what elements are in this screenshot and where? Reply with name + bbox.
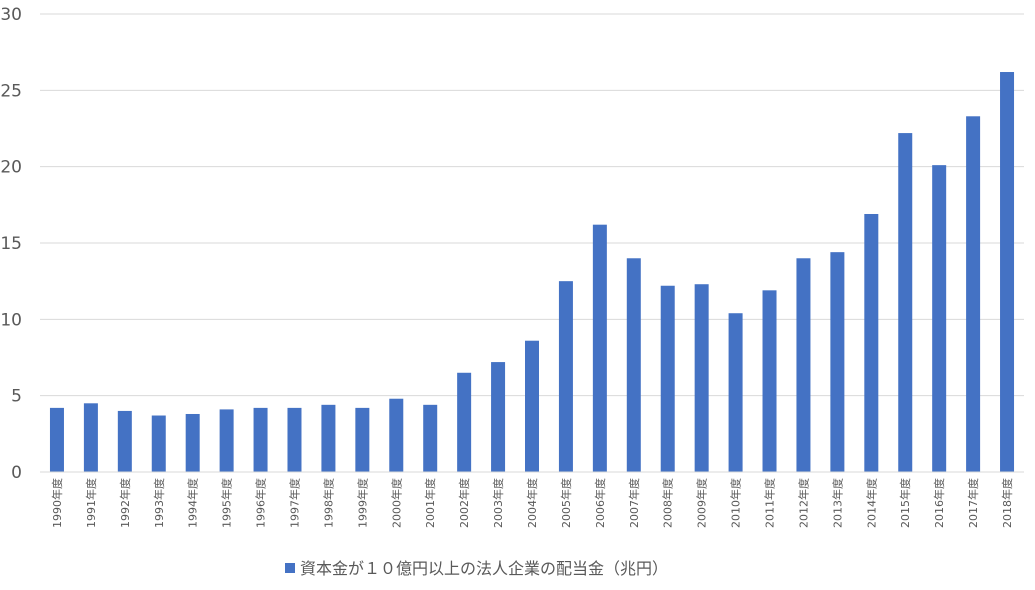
x-tick-label: 2011年度 bbox=[763, 478, 777, 528]
x-tick-label: 2017年度 bbox=[966, 478, 980, 528]
y-tick-label: 25 bbox=[0, 81, 22, 101]
bar bbox=[389, 398, 404, 472]
x-tick-label: 2008年度 bbox=[661, 478, 675, 528]
bar bbox=[423, 404, 438, 472]
x-tick-label: 2006年度 bbox=[593, 478, 607, 528]
y-tick-label: 20 bbox=[0, 158, 22, 178]
x-tick-label: 2018年度 bbox=[1000, 478, 1014, 528]
x-tick-label: 2004年度 bbox=[525, 478, 539, 528]
bar bbox=[796, 258, 811, 472]
x-tick-label: 2000年度 bbox=[389, 478, 403, 528]
bar bbox=[728, 313, 743, 472]
legend: 資本金が１０億円以上の法人企業の配当金（兆円） bbox=[285, 559, 668, 578]
bars bbox=[49, 72, 1015, 472]
x-tick-label: 2009年度 bbox=[695, 478, 709, 528]
bar bbox=[185, 413, 200, 472]
bar bbox=[117, 410, 132, 472]
x-tick-label: 2015年度 bbox=[898, 478, 912, 528]
bar bbox=[287, 407, 302, 472]
x-tick-label: 2005年度 bbox=[559, 478, 573, 528]
bar bbox=[592, 224, 607, 472]
x-tick-label: 2014年度 bbox=[864, 478, 878, 528]
x-axis: 1990年度 1991年度 1992年度 1993年度 1994年度 1995年度 1996… bbox=[50, 478, 1014, 528]
x-tick-label: 1994年度 bbox=[186, 478, 200, 528]
x-tick-label: 1991年度 bbox=[84, 478, 98, 528]
bar bbox=[151, 415, 166, 472]
bar bbox=[219, 409, 234, 472]
bar bbox=[932, 165, 947, 472]
y-tick-label: 0 bbox=[11, 463, 22, 483]
bar bbox=[966, 116, 981, 472]
bar bbox=[864, 213, 879, 472]
bar bbox=[355, 407, 370, 472]
x-tick-label: 2012年度 bbox=[796, 478, 810, 528]
bar bbox=[253, 407, 268, 472]
x-tick-label: 1990年度 bbox=[50, 478, 64, 528]
gridlines bbox=[40, 13, 1024, 397]
x-tick-label: 2016年度 bbox=[932, 478, 946, 528]
bar bbox=[1000, 72, 1015, 472]
bar bbox=[321, 404, 336, 472]
bar bbox=[762, 290, 777, 472]
bar bbox=[491, 362, 506, 472]
bar bbox=[830, 252, 845, 472]
bar bbox=[694, 284, 709, 472]
bar bbox=[525, 340, 539, 472]
x-tick-label: 2001年度 bbox=[423, 478, 437, 528]
y-tick-label: 5 bbox=[11, 387, 22, 407]
bar bbox=[626, 258, 641, 472]
bar bbox=[558, 281, 573, 472]
bar bbox=[457, 372, 472, 472]
x-tick-label: 2007年度 bbox=[627, 478, 641, 528]
x-tick-label: 1999年度 bbox=[355, 478, 369, 528]
bar bbox=[898, 133, 913, 472]
bar bbox=[83, 403, 98, 472]
y-tick-label: 15 bbox=[0, 234, 22, 254]
y-tick-label: 10 bbox=[0, 310, 22, 330]
x-tick-label: 2003年度 bbox=[491, 478, 505, 528]
x-tick-label: 1993年度 bbox=[152, 478, 166, 528]
y-axis: 0 5 10 15 20 25 30 bbox=[0, 5, 22, 483]
x-tick-label: 1995年度 bbox=[220, 478, 234, 528]
legend-swatch bbox=[285, 563, 295, 573]
x-tick-label: 2010年度 bbox=[729, 478, 743, 528]
x-tick-label: 2013年度 bbox=[830, 478, 844, 528]
bar bbox=[49, 407, 64, 472]
x-tick-label: 1997年度 bbox=[287, 478, 301, 528]
x-tick-label: 2002年度 bbox=[457, 478, 471, 528]
y-tick-label: 30 bbox=[0, 5, 22, 25]
bar bbox=[660, 285, 675, 472]
legend-label: 資本金が１０億円以上の法人企業の配当金（兆円） bbox=[300, 559, 668, 578]
x-tick-label: 1998年度 bbox=[321, 478, 335, 528]
x-tick-label: 1992年度 bbox=[118, 478, 132, 528]
x-tick-label: 1996年度 bbox=[254, 478, 268, 528]
